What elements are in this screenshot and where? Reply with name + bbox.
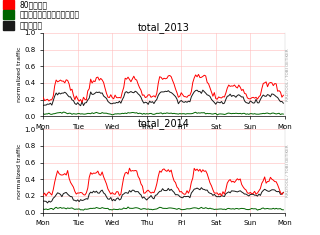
Title: total_2013: total_2013 bbox=[138, 22, 190, 33]
Y-axis label: RRDTOOL / TOBI OETIKER: RRDTOOL / TOBI OETIKER bbox=[286, 48, 290, 101]
Bar bbox=[3, 21, 13, 30]
Text: 動的ポート: 動的ポート bbox=[19, 21, 43, 30]
Y-axis label: RRDTOOL / TOBI OETIKER: RRDTOOL / TOBI OETIKER bbox=[286, 145, 290, 197]
Text: その他のウェルノウンポート: その他のウェルノウンポート bbox=[19, 11, 79, 20]
Bar bbox=[3, 11, 13, 19]
Y-axis label: normalized traffic: normalized traffic bbox=[17, 143, 21, 199]
Text: 80番ポート: 80番ポート bbox=[19, 0, 47, 9]
Y-axis label: normalized traffic: normalized traffic bbox=[17, 47, 21, 102]
Title: total_2014: total_2014 bbox=[138, 118, 190, 129]
Bar bbox=[3, 0, 13, 9]
